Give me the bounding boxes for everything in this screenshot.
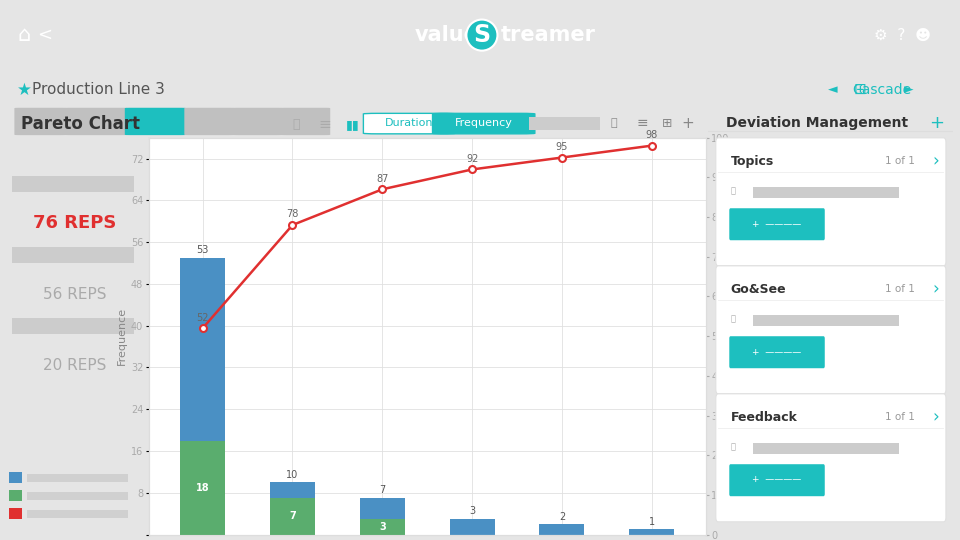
Bar <box>9 490 22 501</box>
Text: +  ————: + ———— <box>753 476 802 484</box>
Text: 🔗: 🔗 <box>731 315 735 323</box>
Text: ►: ► <box>904 83 914 96</box>
Text: ⚙  ?  ☻: ⚙ ? ☻ <box>874 28 931 43</box>
Text: <: < <box>36 26 52 44</box>
Text: 20 REPS: 20 REPS <box>42 357 107 373</box>
Text: +: + <box>682 116 694 131</box>
Text: +: + <box>928 114 944 132</box>
Text: 52: 52 <box>197 313 209 323</box>
Bar <box>529 117 600 130</box>
FancyBboxPatch shape <box>364 113 455 134</box>
Text: 🔗: 🔗 <box>731 443 735 451</box>
Bar <box>9 472 22 483</box>
Text: 1 of 1: 1 of 1 <box>885 284 915 294</box>
Text: ⊞: ⊞ <box>661 117 672 130</box>
Bar <box>449 519 494 535</box>
Bar <box>360 498 405 535</box>
FancyBboxPatch shape <box>184 108 234 135</box>
Text: ⊞: ⊞ <box>853 83 867 97</box>
FancyBboxPatch shape <box>730 336 825 368</box>
Text: Pareto Chart: Pareto Chart <box>21 116 140 133</box>
Text: 78: 78 <box>286 210 299 219</box>
Text: 98: 98 <box>645 130 658 140</box>
Y-axis label: Frequence: Frequence <box>116 307 127 365</box>
Text: 7: 7 <box>289 511 296 521</box>
Text: Duration: Duration <box>385 118 434 129</box>
Bar <box>9 508 22 519</box>
FancyBboxPatch shape <box>730 208 825 240</box>
Text: Go&See: Go&See <box>731 283 786 296</box>
FancyBboxPatch shape <box>716 266 946 394</box>
Text: ⌂: ⌂ <box>17 25 31 45</box>
Text: 🔗: 🔗 <box>731 187 735 195</box>
Text: treamer: treamer <box>501 25 596 45</box>
Text: 18: 18 <box>196 483 209 492</box>
Text: 92: 92 <box>466 154 478 164</box>
Bar <box>629 529 674 535</box>
FancyBboxPatch shape <box>716 394 946 522</box>
Bar <box>180 441 226 535</box>
Text: Frequency: Frequency <box>454 118 513 129</box>
FancyBboxPatch shape <box>232 108 282 135</box>
Text: 1: 1 <box>649 517 655 526</box>
Bar <box>753 187 900 198</box>
Text: 3: 3 <box>469 507 475 516</box>
Text: ▮▮: ▮▮ <box>346 118 360 131</box>
Text: Production Line 3: Production Line 3 <box>32 83 164 97</box>
FancyBboxPatch shape <box>280 108 330 135</box>
Bar <box>270 482 315 535</box>
Text: Cascade: Cascade <box>852 83 912 97</box>
Text: 📅: 📅 <box>611 118 617 129</box>
Text: 10: 10 <box>286 470 299 480</box>
Text: 1 of 1: 1 of 1 <box>885 412 915 422</box>
Text: Feedback: Feedback <box>731 411 798 424</box>
Text: 3: 3 <box>379 522 386 532</box>
FancyBboxPatch shape <box>716 138 946 266</box>
Text: 1 of 1: 1 of 1 <box>885 156 915 166</box>
Text: +  ————: + ———— <box>753 348 802 356</box>
Text: 87: 87 <box>376 174 389 184</box>
Text: 95: 95 <box>556 142 568 152</box>
Text: ›: › <box>933 152 940 170</box>
Bar <box>753 315 900 326</box>
Text: Topics: Topics <box>731 155 774 168</box>
FancyBboxPatch shape <box>433 113 535 134</box>
Bar <box>360 519 405 535</box>
Bar <box>270 498 315 535</box>
Bar <box>12 318 134 334</box>
Y-axis label: %: % <box>732 331 742 341</box>
Text: S: S <box>473 23 491 47</box>
Text: ≡: ≡ <box>318 117 331 132</box>
Bar <box>27 474 128 482</box>
Bar <box>27 492 128 500</box>
Bar <box>180 258 226 535</box>
Text: +  ————: + ———— <box>753 220 802 228</box>
Text: 76 REPS: 76 REPS <box>33 214 116 232</box>
Text: value: value <box>414 25 478 45</box>
Bar <box>540 524 585 535</box>
FancyBboxPatch shape <box>125 108 186 135</box>
Text: ›: › <box>933 408 940 426</box>
FancyBboxPatch shape <box>14 108 66 135</box>
Text: ›: › <box>933 280 940 298</box>
Bar <box>753 443 900 454</box>
Text: 👤: 👤 <box>293 118 300 131</box>
Text: 53: 53 <box>197 245 209 255</box>
Text: Deviation Management: Deviation Management <box>726 116 908 130</box>
Text: 2: 2 <box>559 511 565 522</box>
Text: 7: 7 <box>379 485 385 495</box>
Text: ★: ★ <box>17 81 32 99</box>
Bar <box>12 247 134 262</box>
FancyBboxPatch shape <box>730 464 825 496</box>
FancyBboxPatch shape <box>64 108 128 135</box>
Text: ◄: ◄ <box>828 83 838 96</box>
Text: ≡: ≡ <box>636 117 648 131</box>
Bar <box>27 510 128 518</box>
Bar <box>12 176 134 192</box>
Text: 56 REPS: 56 REPS <box>42 287 107 302</box>
